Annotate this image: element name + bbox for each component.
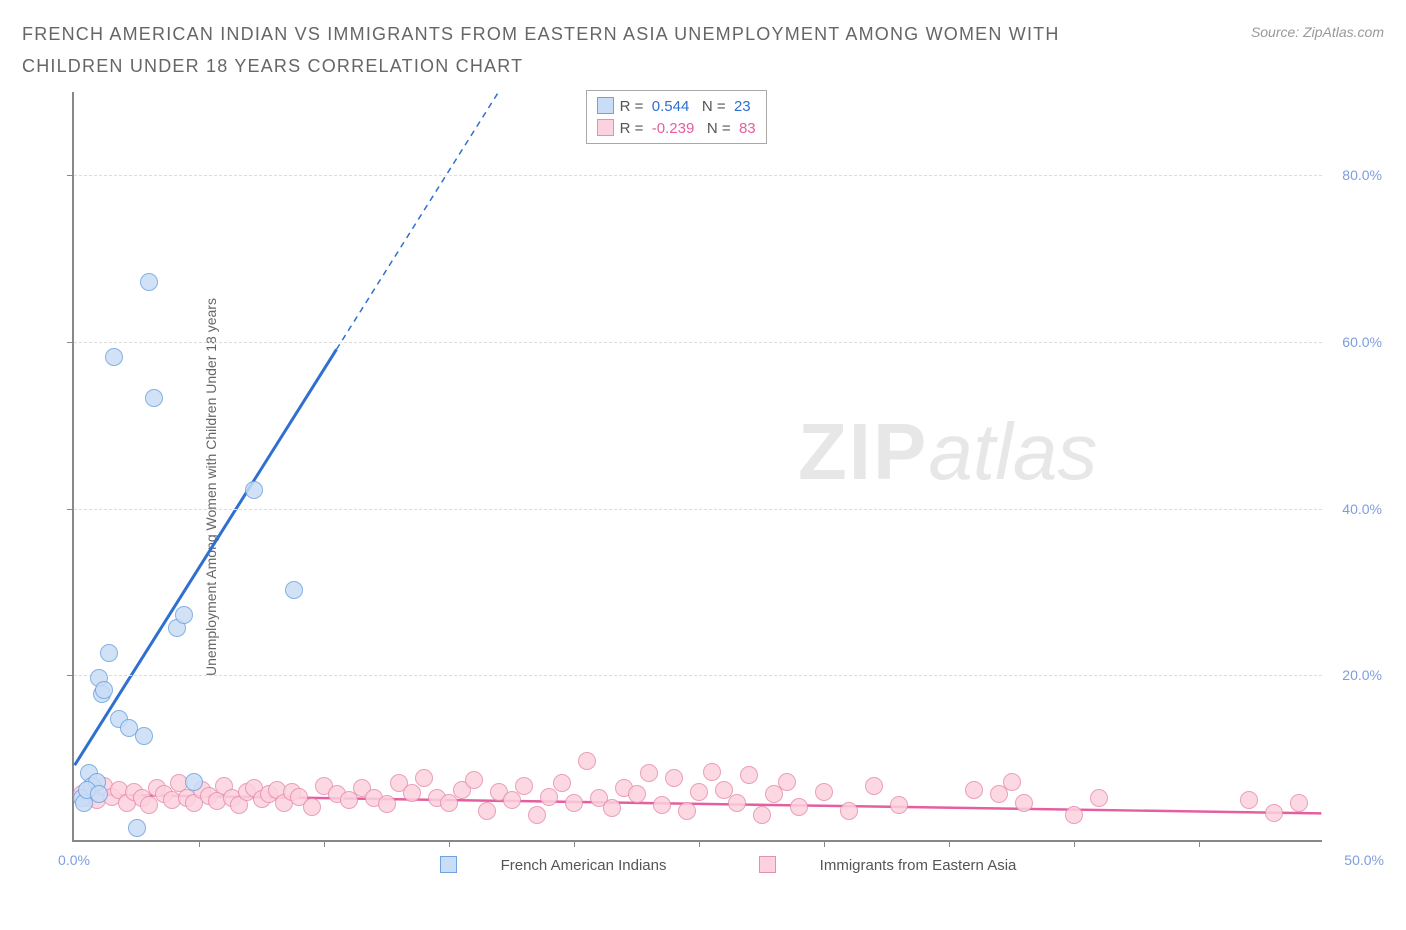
data-point-pink [415, 769, 433, 787]
data-point-pink [578, 752, 596, 770]
data-point-pink [778, 773, 796, 791]
data-point-pink [965, 781, 983, 799]
data-point-blue [100, 644, 118, 662]
data-point-pink [703, 763, 721, 781]
data-point-pink [553, 774, 571, 792]
data-point-pink [1090, 789, 1108, 807]
data-point-pink [640, 764, 658, 782]
data-point-blue [145, 389, 163, 407]
series-legend: French American Indians Immigrants from … [72, 856, 1384, 874]
data-point-pink [740, 766, 758, 784]
data-point-pink [728, 794, 746, 812]
data-point-blue [128, 819, 146, 837]
y-tick-label: 20.0% [1327, 667, 1382, 683]
data-point-pink [515, 777, 533, 795]
data-point-pink [465, 771, 483, 789]
data-point-pink [403, 784, 421, 802]
data-point-pink [653, 796, 671, 814]
plot-area: ZIPatlas R = 0.544 N = 23R = -0.239 N = … [72, 92, 1322, 842]
data-point-pink [478, 802, 496, 820]
data-point-pink [840, 802, 858, 820]
data-point-pink [1240, 791, 1258, 809]
watermark: ZIPatlas [798, 406, 1097, 498]
data-point-pink [1015, 794, 1033, 812]
data-point-pink [865, 777, 883, 795]
correlation-legend: R = 0.544 N = 23R = -0.239 N = 83 [586, 90, 767, 144]
data-point-pink [1065, 806, 1083, 824]
data-point-blue [135, 727, 153, 745]
data-point-pink [1265, 804, 1283, 822]
data-point-pink [790, 798, 808, 816]
y-tick-label: 40.0% [1327, 501, 1382, 517]
data-point-blue [140, 273, 158, 291]
data-point-pink [1290, 794, 1308, 812]
data-point-blue [175, 606, 193, 624]
data-point-pink [753, 806, 771, 824]
data-point-pink [1003, 773, 1021, 791]
chart-container: Unemployment Among Women with Children U… [22, 92, 1384, 882]
data-point-blue [95, 681, 113, 699]
legend-item-pink: Immigrants from Eastern Asia [737, 857, 1039, 874]
data-point-pink [628, 785, 646, 803]
data-point-pink [890, 796, 908, 814]
data-point-pink [690, 783, 708, 801]
correlation-row-blue: R = 0.544 N = 23 [597, 95, 756, 117]
y-tick-label: 80.0% [1327, 167, 1382, 183]
correlation-row-pink: R = -0.239 N = 83 [597, 117, 756, 139]
data-point-pink [565, 794, 583, 812]
data-point-blue [185, 773, 203, 791]
data-point-pink [503, 791, 521, 809]
trend-lines-layer [74, 92, 1322, 840]
source-credit: Source: ZipAtlas.com [1251, 24, 1384, 40]
data-point-pink [815, 783, 833, 801]
data-point-blue [285, 581, 303, 599]
data-point-blue [90, 785, 108, 803]
legend-item-blue: French American Indians [418, 857, 689, 874]
data-point-pink [678, 802, 696, 820]
data-point-pink [603, 799, 621, 817]
data-point-pink [665, 769, 683, 787]
data-point-pink [303, 798, 321, 816]
data-point-pink [378, 795, 396, 813]
y-tick-label: 60.0% [1327, 334, 1382, 350]
chart-title: FRENCH AMERICAN INDIAN VS IMMIGRANTS FRO… [22, 18, 1122, 83]
data-point-blue [245, 481, 263, 499]
data-point-blue [105, 348, 123, 366]
data-point-pink [528, 806, 546, 824]
